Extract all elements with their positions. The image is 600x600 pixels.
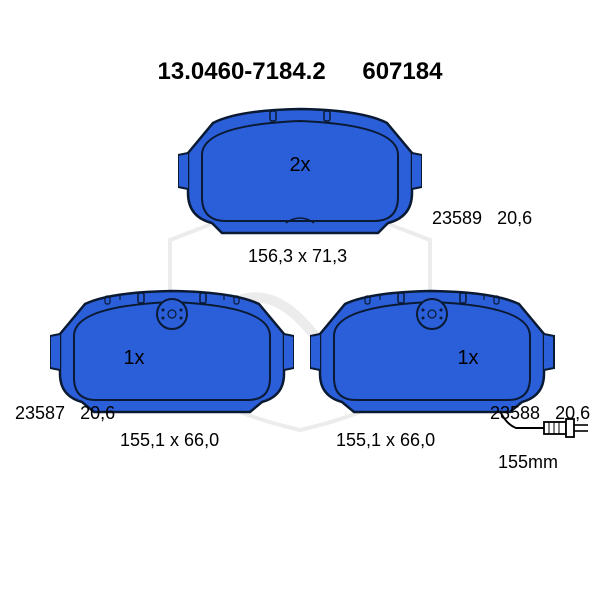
pad-br-partline: 23588 20,6 (490, 403, 590, 424)
primary-code: 13.0460-7184.2 (158, 58, 326, 86)
pad-bottom-left: 1x (50, 288, 294, 416)
diagram-canvas: 13.0460-7184.2 607184 2x 23589 20,6 156,… (0, 0, 600, 600)
pad-bl-qty: 1x (123, 347, 144, 369)
pad-bl-thickness: 20,6 (80, 403, 115, 423)
pad-br-thickness: 20,6 (555, 403, 590, 423)
pad-br-partnum: 23588 (490, 403, 540, 423)
pad-top-partnum: 23589 (432, 208, 482, 228)
pad-bl-partline: 23587 20,6 (15, 403, 115, 424)
header: 13.0460-7184.2 607184 (0, 58, 600, 86)
pad-br-dims: 155,1 x 66,0 (336, 430, 435, 451)
pad-bl-partnum: 23587 (15, 403, 65, 423)
pad-br-sensorlen: 155mm (498, 452, 558, 473)
pad-top-partline: 23589 20,6 (432, 208, 532, 229)
secondary-code: 607184 (362, 58, 442, 86)
pad-br-qty: 1x (457, 347, 478, 369)
pad-top-dims: 156,3 x 71,3 (248, 246, 347, 267)
pad-top: 2x (178, 105, 422, 235)
pad-top-thickness: 20,6 (497, 208, 532, 228)
pad-top-qty: 2x (289, 154, 310, 176)
pad-bl-dims: 155,1 x 66,0 (120, 430, 219, 451)
